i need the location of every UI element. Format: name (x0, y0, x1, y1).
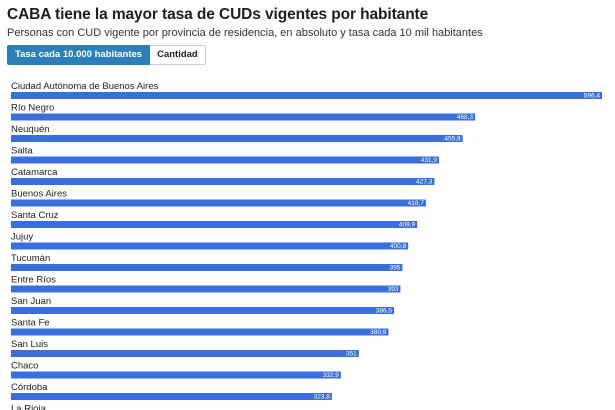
value-label: 409,9 (399, 222, 416, 229)
category-label: San Luis (11, 339, 48, 350)
category-label: Salta (11, 146, 33, 157)
value-label: 455,8 (444, 136, 461, 143)
bar[interactable] (11, 135, 463, 142)
page-subtitle: Personas con CUD vigente por provincia d… (7, 27, 483, 39)
bar[interactable] (11, 199, 426, 207)
bar[interactable] (11, 178, 435, 185)
bar[interactable] (11, 328, 389, 336)
value-label: 323,8 (314, 394, 331, 401)
bar[interactable] (11, 221, 418, 228)
category-label: Buenos Aires (11, 189, 67, 200)
bar[interactable] (11, 371, 341, 379)
category-label: Córdoba (11, 382, 48, 393)
value-label: 380,9 (370, 329, 387, 336)
tab-absolute-count[interactable]: Cantidad (150, 45, 206, 65)
value-label: 386,5 (376, 308, 393, 315)
bar[interactable] (11, 156, 439, 164)
value-label: 395 (390, 265, 401, 272)
value-label: 468,3 (457, 114, 474, 121)
bar[interactable] (11, 285, 401, 293)
bar[interactable] (11, 264, 403, 271)
page-title: CABA tiene la mayor tasa de CUDs vigente… (7, 6, 429, 23)
value-label: 418,7 (408, 200, 425, 207)
category-label: Ciudad Autónoma de Buenos Aires (11, 81, 159, 92)
bar[interactable] (11, 242, 409, 250)
value-label: 427,3 (416, 179, 433, 186)
bar[interactable] (11, 393, 332, 400)
category-label: Chaco (11, 361, 38, 372)
value-label: 351 (346, 351, 357, 358)
category-label: Entre Ríos (11, 275, 56, 286)
category-label: La Rioja (11, 404, 47, 410)
category-label: Santa Cruz (11, 210, 59, 221)
tab-rate-per-10000[interactable]: Tasa cada 10.000 habitantes (7, 45, 151, 65)
value-label: 596,4 (584, 93, 601, 100)
metric-toggle: Tasa cada 10.000 habitantes Cantidad (7, 45, 206, 65)
category-label: Catamarca (11, 167, 58, 178)
category-label: Jujuy (11, 232, 33, 243)
category-label: San Juan (11, 296, 51, 307)
value-label: 431,9 (421, 157, 438, 164)
value-label: 400,8 (390, 243, 407, 250)
bar[interactable] (11, 113, 476, 121)
value-label: 393 (388, 286, 399, 293)
bar[interactable] (11, 350, 359, 357)
category-label: Río Negro (11, 103, 54, 114)
category-label: Tucumán (11, 253, 50, 264)
category-label: Neuquén (11, 124, 50, 135)
category-label: Santa Fe (11, 318, 50, 329)
bar[interactable] (11, 307, 395, 314)
value-label: 332,9 (323, 372, 340, 379)
bar[interactable] (11, 92, 602, 99)
